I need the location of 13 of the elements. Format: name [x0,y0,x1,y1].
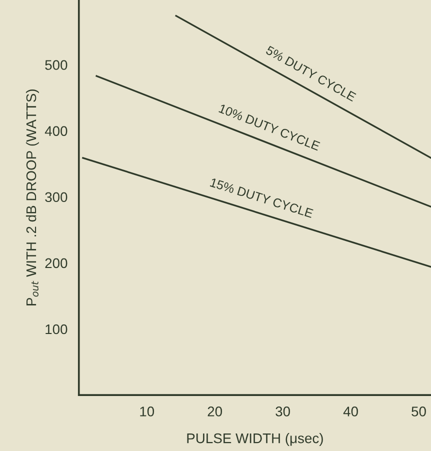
text: 15% DUTY CYCLE [210,178,314,218]
x-tick-label: 40 [343,406,358,416]
y-tick-label: 200 [45,258,68,268]
y-tick-label: 500 [45,60,68,70]
y-tick-label: 400 [44,126,68,136]
y-tick-label: 100 [46,324,68,334]
x-tick-label: 50 [412,406,426,416]
y-axis-title: P$_{out}$ WITH .2 dB DROOP (WATTS) [26,90,39,306]
x-axis-title: PULSE WIDTH (μsec) [187,433,323,446]
x-tick-label: 10 [140,406,154,416]
x-tick-label: 20 [208,406,222,416]
x-tick-label: 30 [276,406,290,416]
y-tick-label: 300 [45,192,68,202]
